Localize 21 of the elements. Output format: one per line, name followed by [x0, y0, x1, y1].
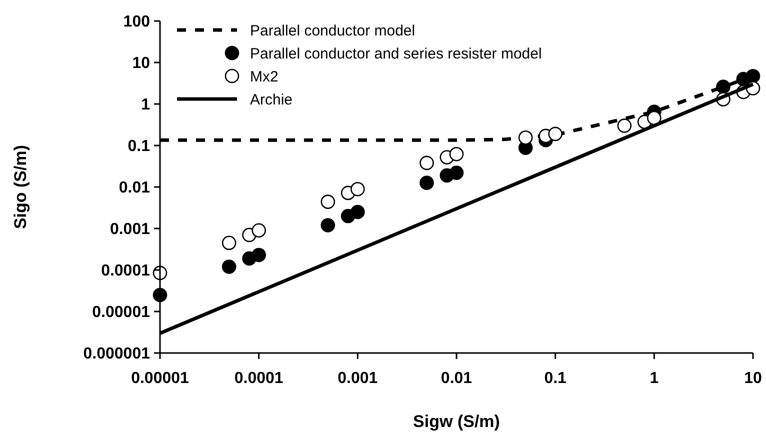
y-tick-label: 0.0001 — [101, 262, 150, 280]
x-tick-label: 0.01 — [440, 370, 472, 387]
y-tick-label: 0.01 — [118, 180, 150, 197]
x-tick-label: 1 — [650, 370, 659, 387]
y-tick-label: 0.000001 — [83, 346, 150, 363]
y-axis-title: Sigo (S/m) — [11, 144, 30, 230]
legend-label: Mx2 — [250, 68, 278, 86]
legend-label: Parallel conductor and series resister model — [250, 45, 542, 62]
y-tick-label: 0.001 — [110, 221, 150, 238]
y-tick-label: 0.00001 — [92, 304, 150, 322]
legend-label: Parallel conductor model — [250, 22, 416, 40]
x-tick-label: 0.001 — [338, 370, 378, 387]
legend-label: Archie — [250, 91, 293, 108]
x-tick-label: 0.1 — [544, 370, 567, 387]
y-tick-label: 1 — [141, 96, 150, 114]
x-tick-label: 0.0001 — [234, 370, 284, 387]
y-tick-label: 0.1 — [128, 138, 150, 156]
x-axis-title: Sigw (S/m) — [413, 412, 500, 431]
x-tick-label: 10 — [744, 370, 762, 387]
y-tick-label: 100 — [123, 14, 150, 31]
y-tick-label: 10 — [132, 55, 150, 72]
